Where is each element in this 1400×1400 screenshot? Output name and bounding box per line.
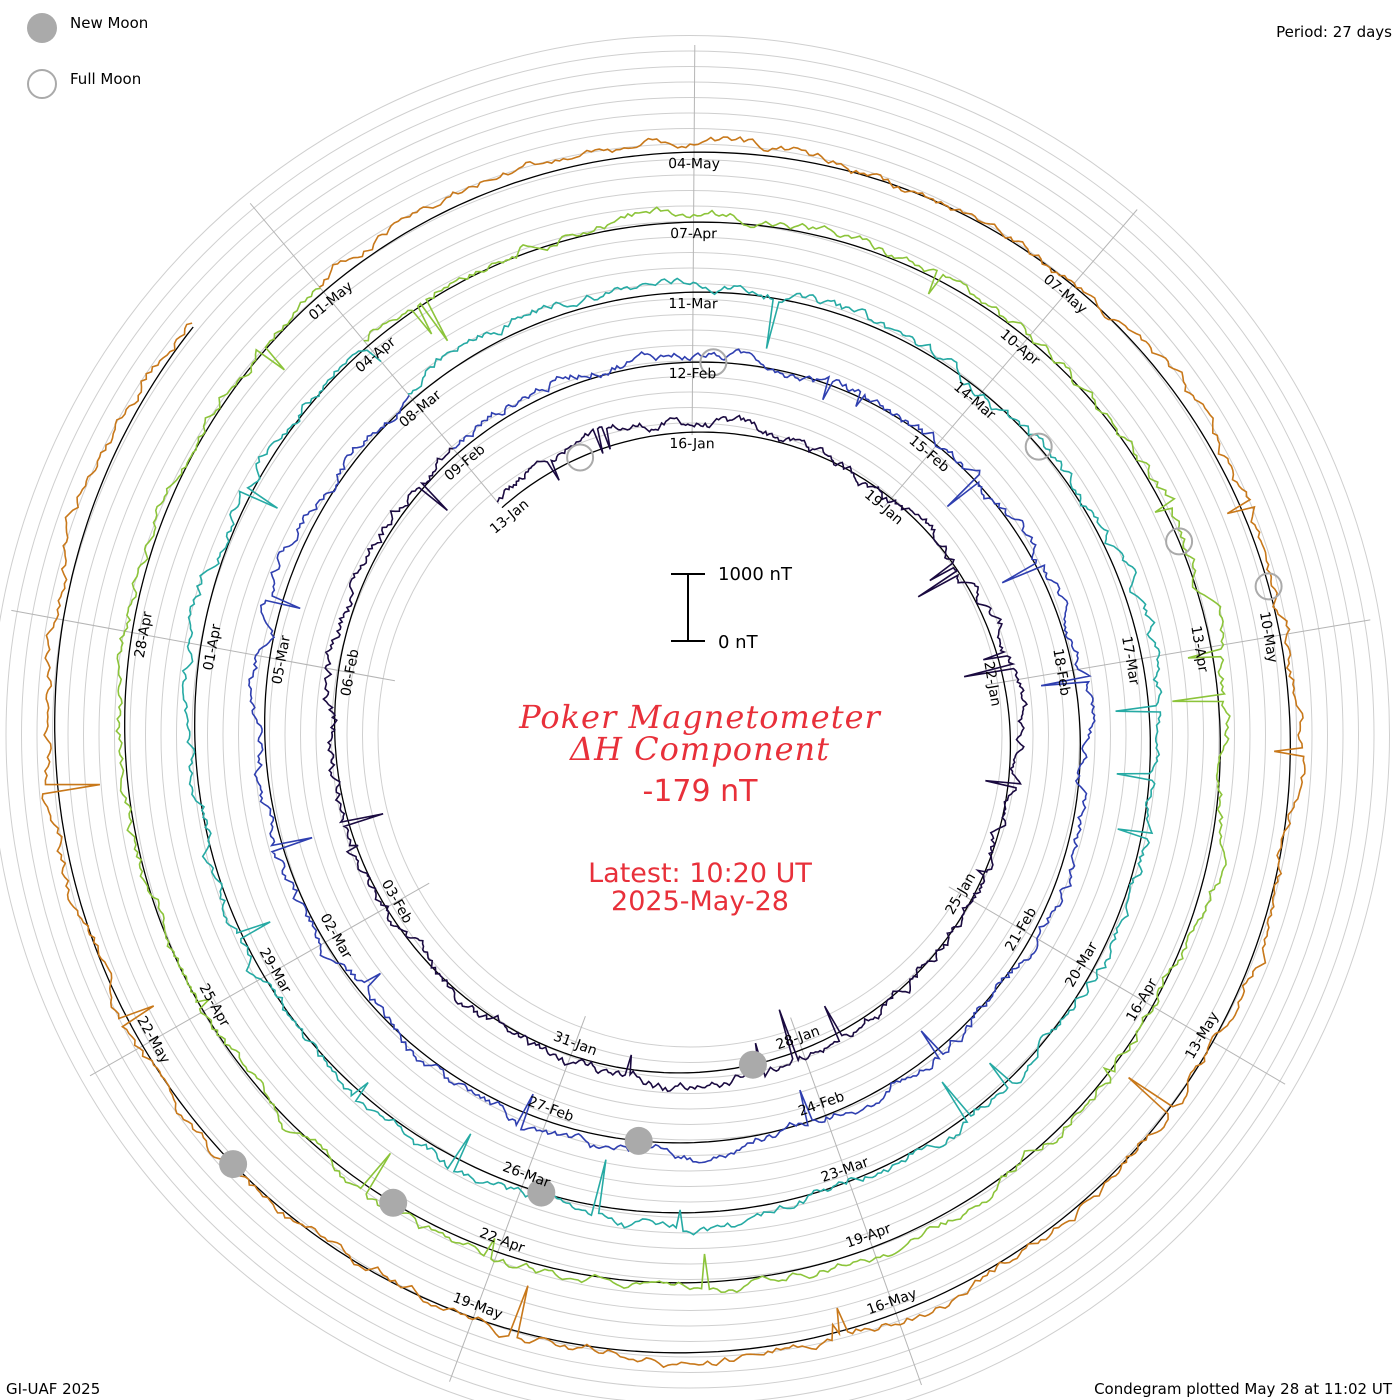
date-label: 13-Jan [487,496,532,537]
grid-ring [145,190,1235,1280]
date-label: 07-Apr [670,226,717,242]
grid-spoke [11,609,395,682]
grid-ring [207,252,1173,1218]
series-trace-rotation-2 [181,277,1163,1236]
current-value: -179 nT [642,774,758,809]
full-moon-legend-label: Full Moon [70,70,142,88]
period-label: Period: 27 days [1276,23,1392,41]
full-moon-marker [1254,572,1283,601]
full-moon-marker [1024,432,1053,461]
full-moon-legend-icon [27,69,57,99]
date-label: 31-Jan [551,1029,599,1060]
grid-ring [284,329,1096,1141]
full-moon-marker [566,443,595,472]
grid-ring [362,407,1018,1063]
new-moon-legend-label: New Moon [70,14,149,32]
grid-ring [0,35,1390,1400]
series-trace-rotation-3 [115,206,1231,1294]
grid-ring [114,159,1266,1311]
date-label: 04-May [668,156,720,172]
date-label: 26-Mar [500,1159,552,1191]
grid-ring [5,50,1375,1400]
grid-ring [160,205,1220,1265]
series-layer [41,136,1306,1369]
date-label: 25-Apr [195,981,232,1030]
new-moon-marker [624,1126,653,1155]
moon-layer [219,348,1283,1217]
rotation-baseline [333,431,1012,1074]
rotation-baseline [264,361,1082,1144]
scale-top-label: 1000 nT [718,564,793,585]
grid-ring [377,422,1003,1048]
date-label: 16-Jan [669,436,714,452]
new-moon-marker [527,1178,556,1207]
grid-ring [21,66,1359,1400]
scale-bar: 1000 nT 0 nT [671,564,793,653]
date-label: 12-Feb [669,366,717,382]
date-label: 19-Apr [844,1221,894,1252]
chart-title-line1: Poker Magnetometer [519,698,881,736]
grid-ring [67,112,1313,1358]
scale-bottom-label: 0 nT [718,632,759,653]
grid-spoke [449,1016,586,1382]
grid-spoke [884,209,1138,507]
grid-ring [300,345,1080,1125]
new-moon-marker [738,1050,767,1079]
grid-ring [346,391,1034,1079]
new-moon-marker [379,1188,408,1217]
date-label: 18-Feb [1049,647,1073,697]
new-moon-legend-icon [27,13,57,43]
grid-spoke [691,44,696,436]
date-label: 11-Mar [668,296,718,312]
grid-ring [269,314,1111,1156]
grid-ring [129,174,1251,1296]
latest-time: Latest: 10:20 UT [588,858,812,889]
grid-ring [176,221,1204,1249]
grid-spoke [985,619,1371,686]
series-trace-rotation-0 [322,414,1028,1093]
date-label: 13-Apr [1187,625,1211,674]
full-moon-marker [699,348,728,377]
grid-ring [253,298,1127,1172]
grid-ring [83,128,1297,1342]
date-label: 22-Jan [980,660,1003,707]
footer-plot-time: Condegram plotted May 28 at 11:02 UT [1094,1380,1392,1398]
grid-ring [52,97,1328,1373]
series-trace-rotation-1 [248,348,1096,1164]
new-moon-marker [219,1150,248,1179]
full-moon-marker [1165,527,1194,556]
latest-date: 2025-May-28 [611,886,789,917]
grid-spoke [790,1017,922,1386]
footer-credit: GI-UAF 2025 [6,1380,101,1398]
chart-title-line2: ΔH Component [569,730,831,768]
series-trace-rotation-4 [41,136,1306,1369]
grid-ring [36,81,1344,1389]
grid-spoke [948,886,1286,1085]
